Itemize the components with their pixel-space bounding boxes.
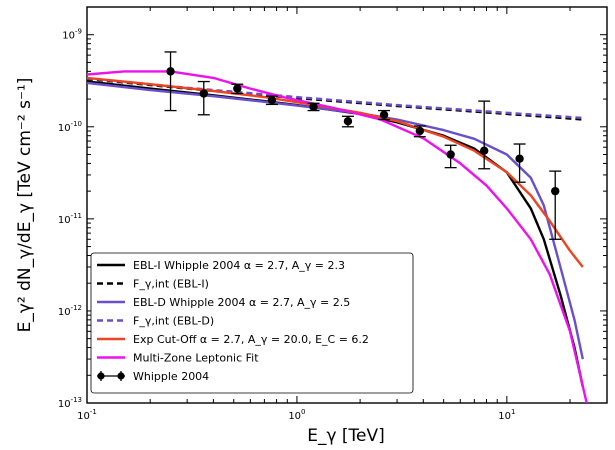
point-marker bbox=[199, 89, 208, 98]
x-axis-title: E_γ [TeV] bbox=[307, 426, 385, 446]
legend-label: EBL-D Whipple 2004 α = 2.7, A_γ = 2.5 bbox=[133, 296, 350, 309]
x-tick-label: 100 bbox=[288, 408, 305, 422]
y-tick-label: 10-9 bbox=[62, 28, 82, 42]
point-marker bbox=[415, 126, 425, 136]
legend-label: Multi-Zone Leptonic Fit bbox=[133, 352, 259, 365]
data-point bbox=[341, 115, 354, 128]
x-tick-label: 10-1 bbox=[77, 408, 97, 422]
data-points bbox=[164, 51, 562, 240]
y-tick-label: 10-12 bbox=[58, 304, 82, 318]
legend-label: Whipple 2004 bbox=[133, 370, 209, 383]
legend-entry: F_γ,int (EBL-D) bbox=[97, 315, 214, 328]
y-tick-label: 10-13 bbox=[58, 396, 82, 410]
legend: EBL-I Whipple 2004 α = 2.7, A_γ = 2.3 F_γ… bbox=[90, 252, 414, 394]
axis-ticks: 10-1 100 101 10-13 10-12 10-11 10-10 10-9 bbox=[58, 6, 608, 422]
legend-box bbox=[90, 252, 414, 394]
legend-entry: Multi-Zone Leptonic Fit bbox=[97, 352, 259, 365]
point-marker bbox=[233, 84, 242, 93]
series-line-5 bbox=[87, 70, 588, 403]
y-tick-label: 10-10 bbox=[58, 120, 82, 134]
data-point bbox=[444, 144, 457, 169]
legend-marker bbox=[117, 372, 125, 380]
point-marker bbox=[515, 154, 524, 163]
legend-entry: Exp Cut-Off α = 2.7, A_γ = 20.0, E_C = 6… bbox=[97, 333, 369, 346]
series-layer bbox=[87, 70, 588, 403]
legend-marker bbox=[97, 372, 105, 380]
data-point bbox=[197, 80, 210, 116]
legend-label: F_γ,int (EBL-I) bbox=[133, 278, 209, 291]
point-marker bbox=[551, 186, 560, 196]
x-tick-label: 101 bbox=[498, 408, 515, 422]
data-point bbox=[378, 109, 391, 121]
legend-label: Exp Cut-Off α = 2.7, A_γ = 20.0, E_C = 6… bbox=[133, 333, 369, 346]
data-point bbox=[478, 100, 491, 170]
data-point bbox=[307, 102, 320, 112]
y-tick-label: 10-11 bbox=[58, 212, 82, 226]
data-point bbox=[413, 125, 426, 138]
point-marker bbox=[446, 150, 455, 159]
legend-entry: EBL-D Whipple 2004 α = 2.7, A_γ = 2.5 bbox=[97, 296, 350, 309]
point-marker bbox=[343, 116, 353, 126]
legend-entry: Whipple 2004 bbox=[97, 370, 209, 383]
data-point bbox=[265, 95, 278, 106]
legend-label: F_γ,int (EBL-D) bbox=[133, 315, 214, 328]
legend-entry: EBL-I Whipple 2004 α = 2.7, A_γ = 2.3 bbox=[97, 259, 345, 272]
data-point bbox=[513, 143, 526, 183]
data-point bbox=[164, 51, 177, 112]
point-marker bbox=[479, 146, 489, 155]
point-marker bbox=[267, 95, 277, 105]
point-marker bbox=[379, 110, 389, 119]
data-point bbox=[549, 170, 562, 240]
point-marker bbox=[166, 67, 175, 76]
legend-entry: F_γ,int (EBL-I) bbox=[97, 278, 209, 291]
series-line-2 bbox=[87, 81, 584, 360]
legend-label: EBL-I Whipple 2004 α = 2.7, A_γ = 2.3 bbox=[133, 259, 345, 272]
point-marker bbox=[309, 102, 318, 111]
y-axis-title: E_γ² dN_γ/dE_γ [TeV cm⁻² s⁻¹] bbox=[15, 78, 35, 333]
data-point bbox=[231, 83, 244, 95]
